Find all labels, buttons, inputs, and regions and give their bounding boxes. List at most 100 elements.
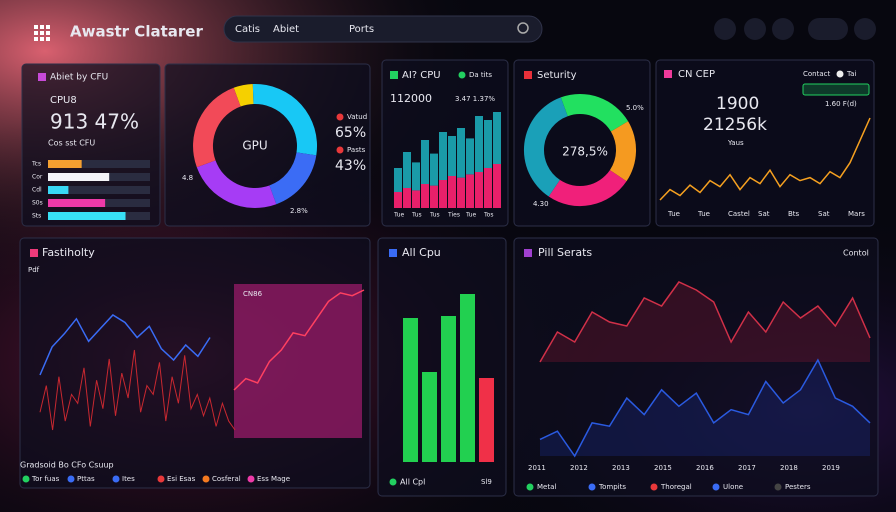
label: 278,5%	[562, 145, 608, 159]
label: Cos sst CFU	[48, 139, 95, 148]
toggle[interactable]	[802, 83, 870, 96]
label: Tue	[465, 212, 477, 219]
label: Pill Serats	[538, 246, 592, 259]
label: Fastiholty	[42, 246, 95, 259]
label: CPU8	[50, 95, 77, 106]
label: Cdl	[32, 187, 42, 194]
label: Pdf	[28, 266, 40, 274]
icon-button[interactable]	[854, 18, 876, 40]
bar	[48, 212, 126, 220]
line	[233, 289, 365, 391]
label: Bts	[788, 210, 800, 218]
bar	[448, 176, 456, 208]
bar	[439, 132, 447, 180]
label: Pesters	[785, 483, 811, 491]
label: Tor fuas	[31, 475, 60, 483]
label: 112000	[390, 92, 432, 105]
label: 43%	[335, 158, 366, 174]
label: Ulone	[723, 483, 743, 491]
search-icon[interactable]	[517, 22, 529, 34]
legend-swatch	[664, 70, 672, 78]
icon-button[interactable]	[744, 18, 766, 40]
label: Thoregal	[660, 483, 692, 491]
bar	[394, 168, 402, 192]
label: Pttas	[77, 475, 95, 483]
legend-swatch	[30, 249, 38, 257]
big-value: 913 47%	[50, 110, 139, 134]
bar	[493, 164, 501, 208]
donut-segment	[269, 152, 317, 205]
bar	[466, 138, 474, 175]
nav-tab[interactable]: Catis	[235, 24, 260, 35]
legend-dot	[112, 475, 120, 483]
label: Tue	[697, 210, 710, 218]
bar	[430, 185, 438, 208]
donut-segment	[252, 83, 318, 156]
legend-dot	[157, 475, 165, 483]
label: 2.8%	[290, 207, 308, 215]
label: All Cpl	[400, 478, 425, 487]
label: Cor	[32, 174, 43, 181]
bar	[448, 136, 456, 176]
bar	[457, 177, 465, 208]
label: All Cpu	[402, 246, 441, 259]
label: Tus	[411, 212, 422, 219]
label: Yaus	[727, 139, 744, 147]
legend-dot	[336, 146, 344, 154]
label: Sl9	[481, 478, 492, 486]
legend-swatch	[389, 249, 397, 257]
bar	[475, 116, 483, 172]
bar	[421, 184, 429, 208]
legend-swatch	[524, 71, 532, 79]
bar	[484, 168, 492, 208]
label: 2015	[654, 464, 672, 472]
label: Ess Mage	[257, 475, 290, 483]
label: Da tits	[469, 71, 492, 79]
legend-dot	[836, 70, 844, 78]
legend-swatch	[524, 249, 532, 257]
label: 2016	[696, 464, 714, 472]
label[interactable]: Contol	[843, 249, 869, 258]
donut-segment	[233, 84, 254, 107]
label: 65%	[335, 125, 366, 141]
icon-button[interactable]	[808, 18, 848, 40]
label: 2011	[528, 464, 546, 472]
legend-dot	[247, 475, 255, 483]
label: CN86	[243, 290, 263, 298]
bar	[484, 120, 492, 168]
panel	[655, 59, 875, 227]
label: 3.47 1.37%	[455, 95, 495, 103]
big-value: 1900	[716, 94, 759, 114]
line	[39, 314, 211, 376]
label: 2017	[738, 464, 756, 472]
nav-tab[interactable]: Abiet	[273, 24, 299, 35]
big-value: 21256k	[703, 115, 767, 135]
icon-button[interactable]	[772, 18, 794, 40]
icon-button[interactable]	[714, 18, 736, 40]
bar	[412, 162, 420, 191]
legend-dot	[336, 113, 344, 121]
bar	[457, 128, 465, 178]
legend-dot	[67, 475, 75, 483]
label: Vatud	[347, 113, 367, 121]
label: Tompits	[598, 483, 626, 491]
label: Castel	[728, 210, 750, 218]
bar	[412, 190, 420, 208]
legend-swatch	[390, 71, 398, 79]
legend-dot	[712, 483, 720, 491]
bar	[403, 188, 411, 208]
bar	[422, 372, 437, 462]
label: 2013	[612, 464, 630, 472]
label: Contact	[803, 70, 830, 78]
legend-dot	[588, 483, 596, 491]
menu-icon[interactable]	[34, 25, 50, 41]
line	[539, 281, 871, 363]
search-bar[interactable]	[223, 15, 543, 43]
legend-dot	[774, 483, 782, 491]
bar	[48, 173, 110, 181]
legend-dot	[526, 483, 534, 491]
label: 2019	[822, 464, 840, 472]
nav-tab[interactable]: Ports	[349, 24, 374, 35]
bar	[479, 378, 494, 462]
